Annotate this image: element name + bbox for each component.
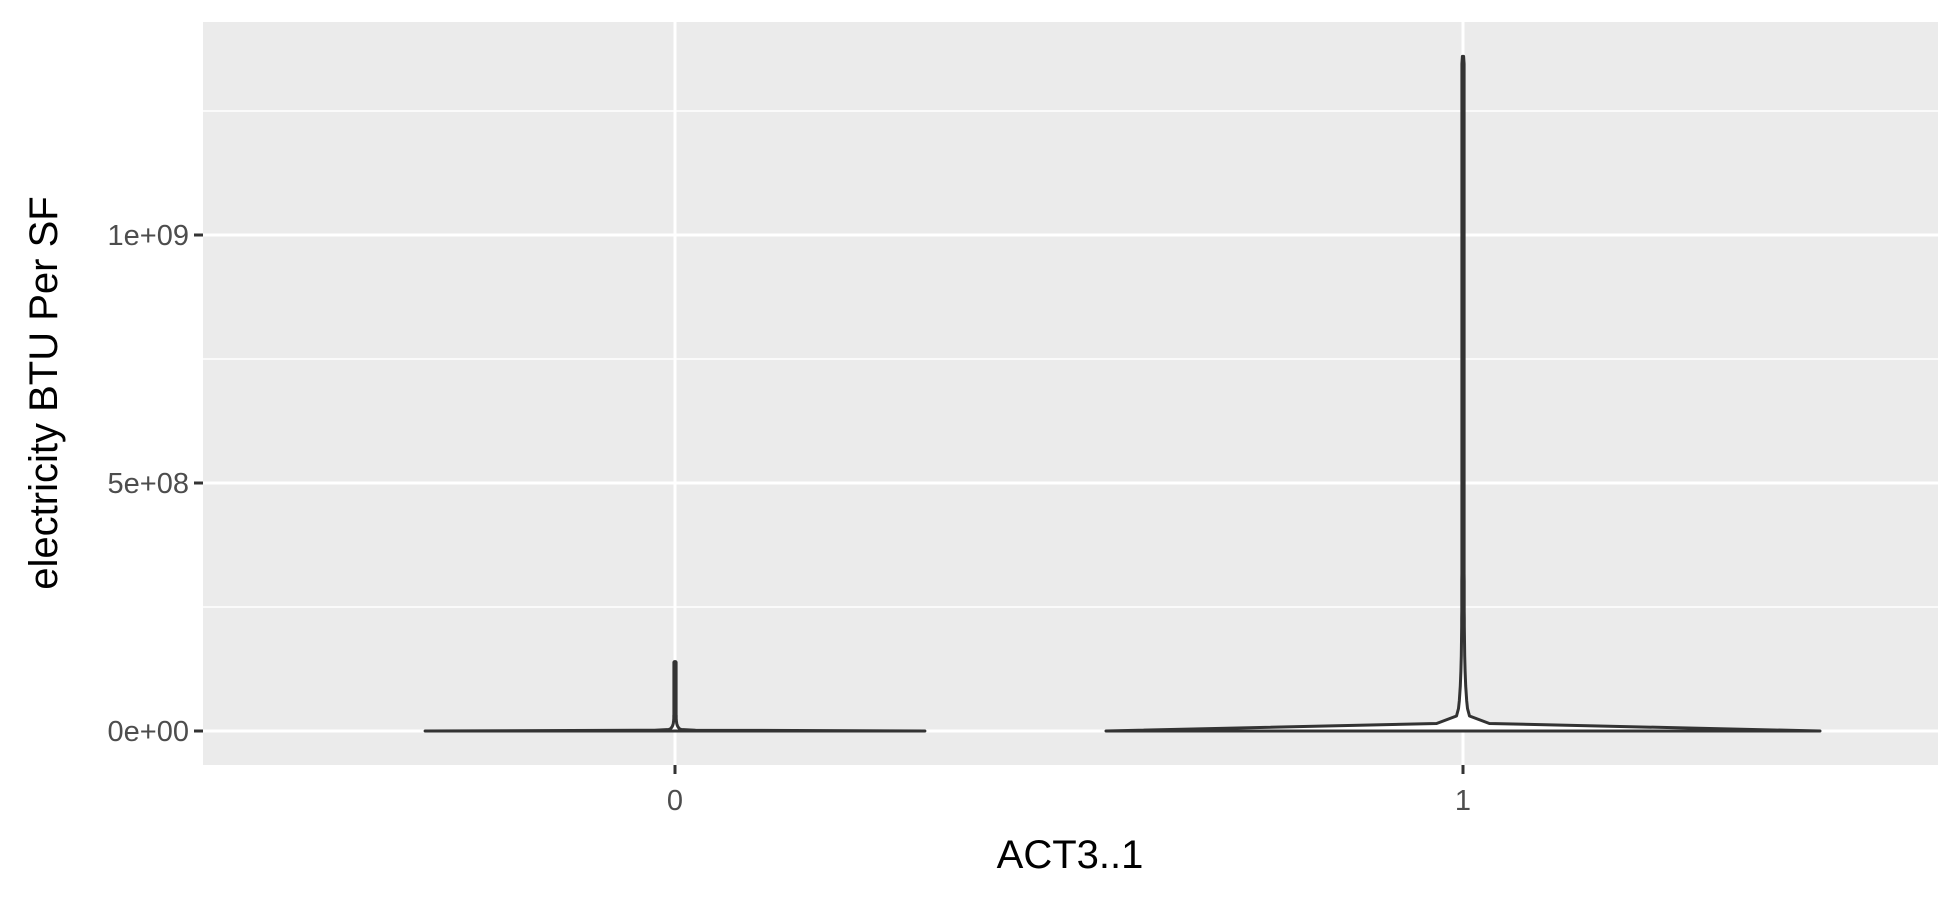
plot-panel [203, 22, 1938, 765]
x-axis-title: ACT3..1 [997, 833, 1144, 877]
y-tick-label: 5e+08 [108, 468, 189, 500]
y-axis-title: electricity BTU Per SF [22, 196, 66, 589]
violin-1 [1104, 54, 1822, 733]
violin-0 [423, 660, 927, 733]
violin-shapes [423, 54, 1822, 733]
y-tick-label: 1e+09 [108, 220, 189, 252]
minor-gridlines [203, 110, 1938, 608]
x-tick-label: 0 [667, 785, 683, 817]
y-tick-label: 0e+00 [108, 716, 189, 748]
x-tick-label: 1 [1455, 785, 1471, 817]
y-axis: 0e+00 5e+08 1e+09 [108, 220, 203, 748]
